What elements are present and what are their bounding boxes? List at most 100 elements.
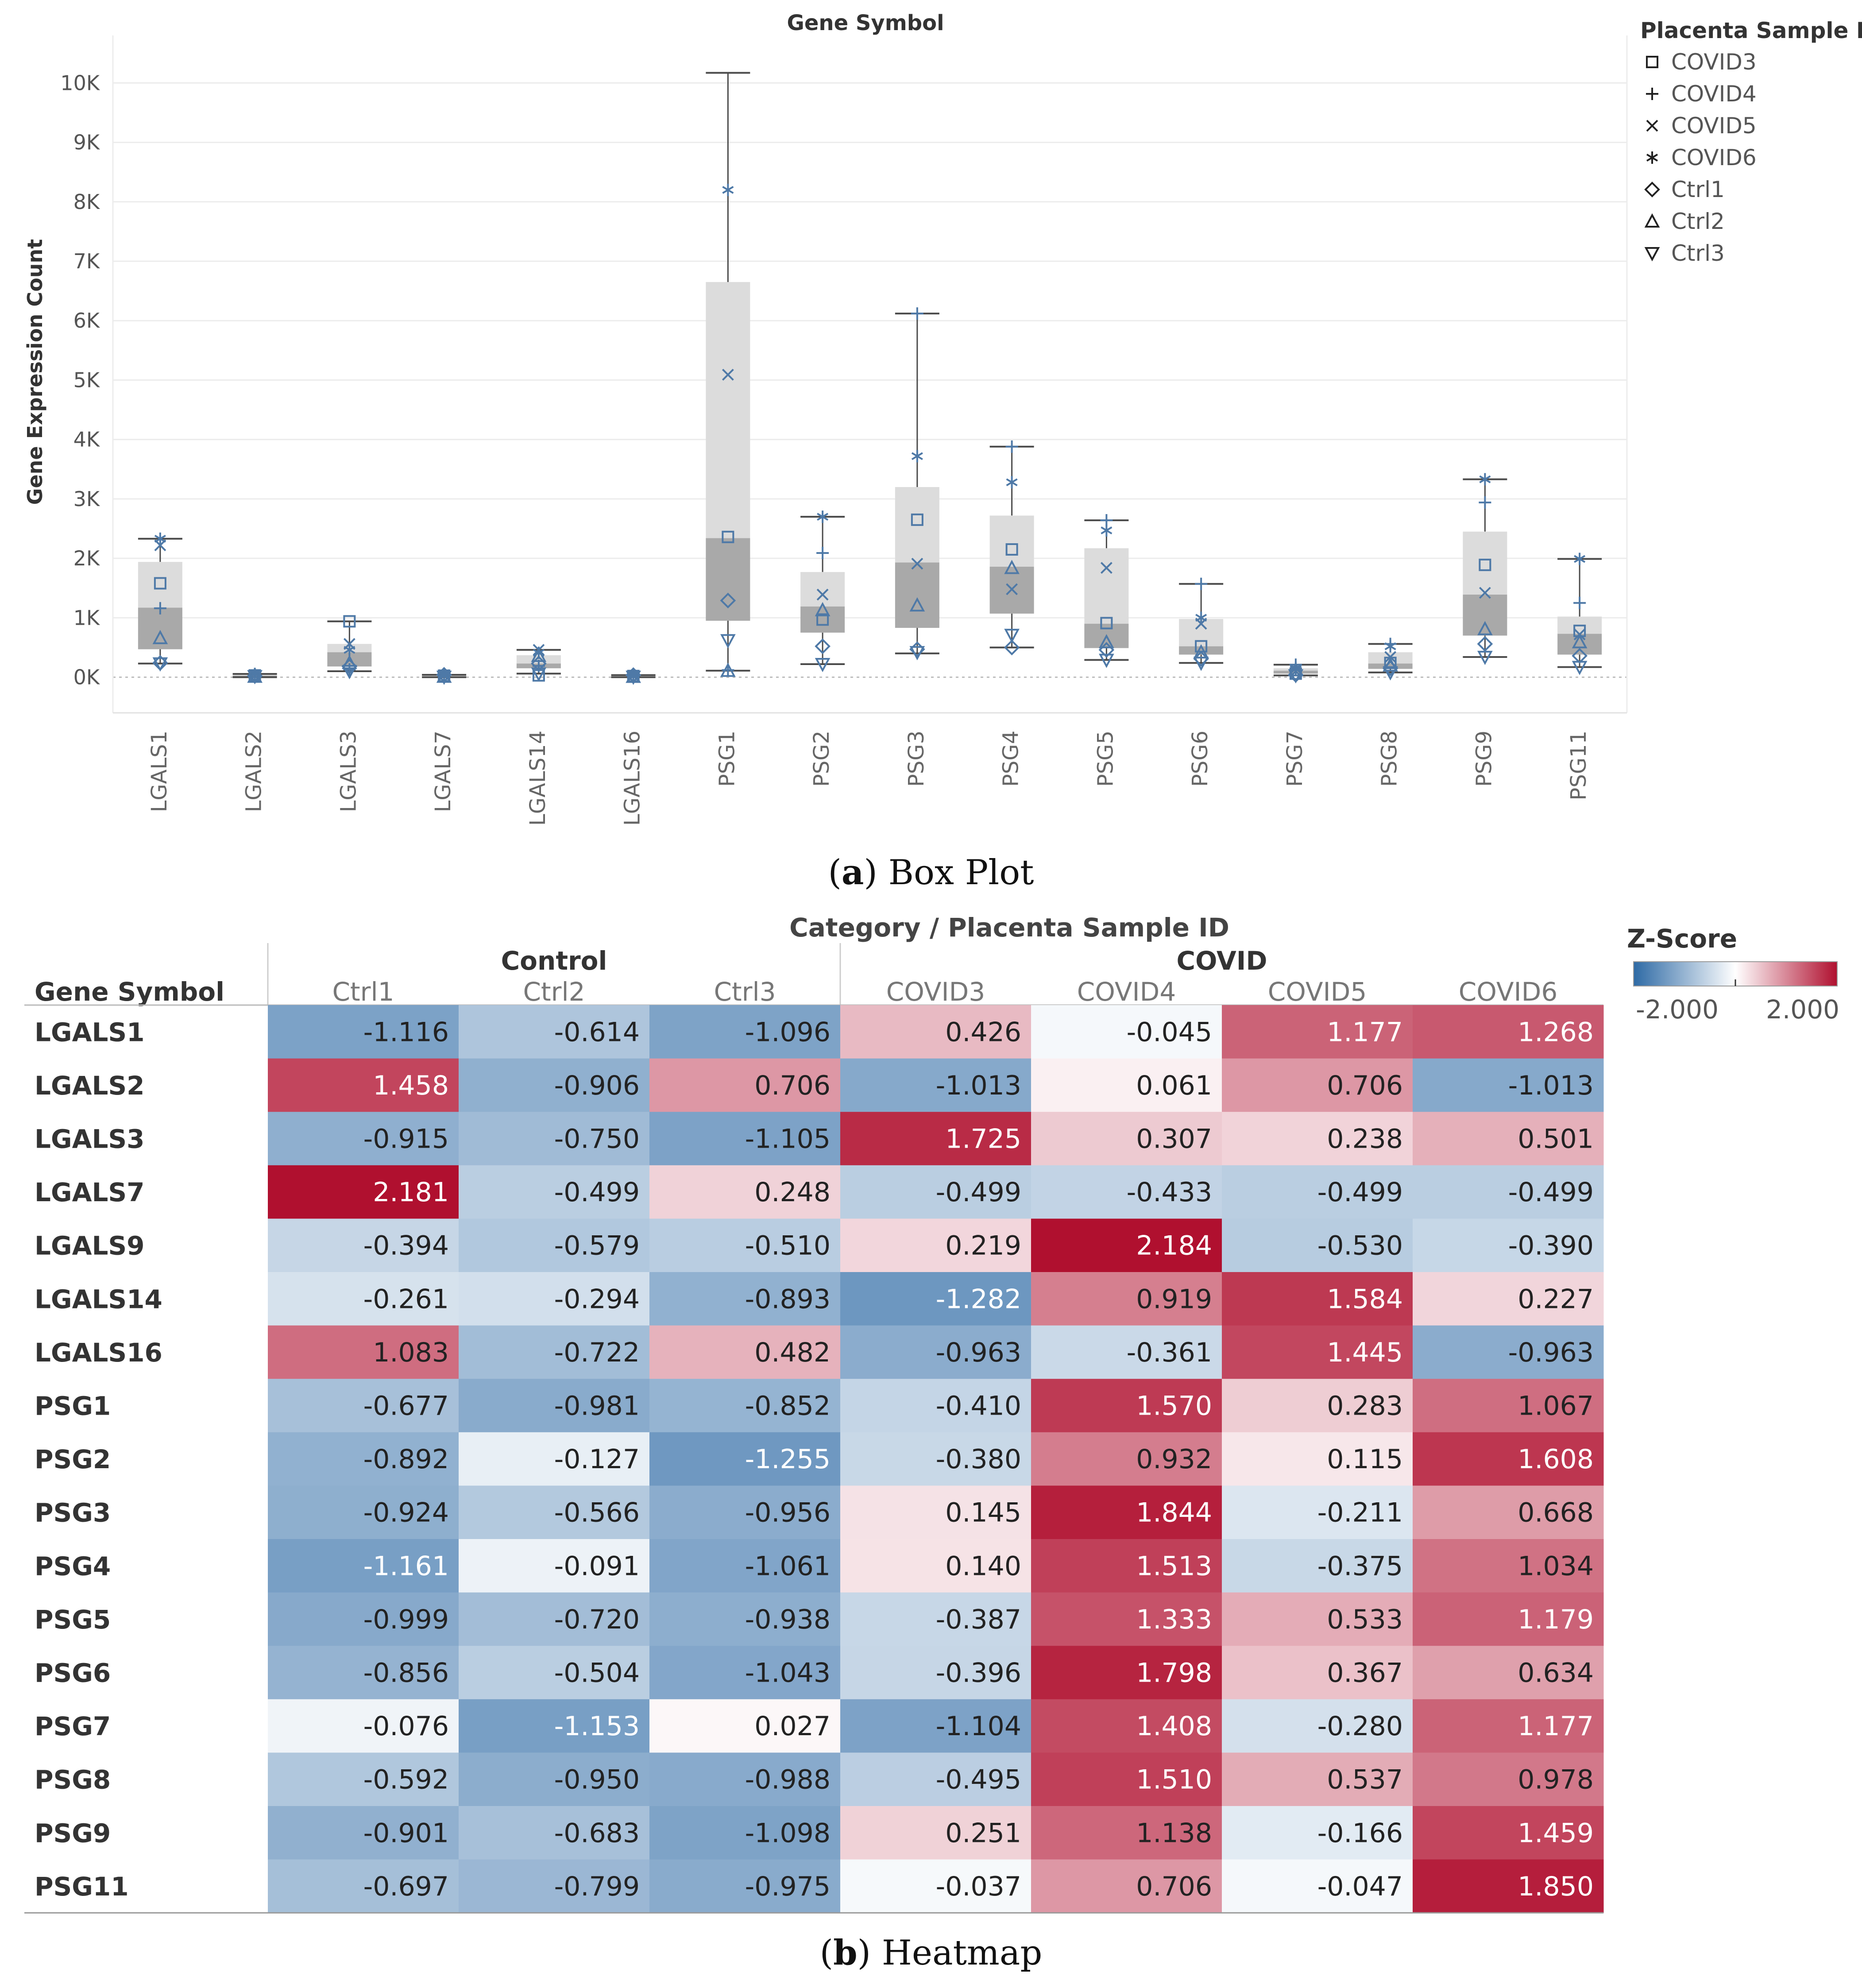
marker-covid6 xyxy=(1384,640,1396,653)
heatmap-cell xyxy=(1222,1218,1413,1272)
cell-value: -0.915 xyxy=(363,1124,449,1155)
box-upper xyxy=(800,572,845,607)
heatmap-cell xyxy=(1222,1325,1413,1379)
row-label: LGALS7 xyxy=(35,1177,145,1207)
y-tick-label: 1K xyxy=(73,606,100,630)
cell-value: 0.115 xyxy=(1327,1444,1403,1475)
cell-value: 0.145 xyxy=(945,1497,1021,1528)
marker-ctrl3 xyxy=(342,665,357,680)
column-header: COVID6 xyxy=(1459,977,1557,1007)
marker-covid6 xyxy=(344,643,355,656)
marker-ctrl3 xyxy=(1288,669,1304,684)
cell-value: -0.893 xyxy=(745,1284,831,1315)
marker-covid5 xyxy=(1100,562,1113,574)
cell-value: 0.426 xyxy=(945,1017,1021,1048)
cell-value: -0.294 xyxy=(554,1284,640,1315)
cell-value: -0.988 xyxy=(745,1764,831,1795)
box-lower xyxy=(800,606,845,633)
heatmap-cell xyxy=(840,1699,1031,1753)
heatmap-cell xyxy=(649,1646,841,1700)
heatmap-cell xyxy=(649,1058,841,1112)
cell-value: -0.683 xyxy=(554,1818,640,1849)
marker-ctrl2 xyxy=(1644,213,1660,228)
heatmap-cell xyxy=(649,1752,841,1806)
column-header: COVID4 xyxy=(1077,977,1176,1007)
cell-value: -0.047 xyxy=(1317,1871,1403,1902)
cell-value: -0.045 xyxy=(1127,1017,1212,1048)
row-label: PSG2 xyxy=(35,1444,111,1474)
legend-label: COVID4 xyxy=(1671,81,1757,107)
heatmap-cell xyxy=(840,1379,1031,1433)
cell-value: -0.750 xyxy=(554,1124,640,1155)
heatmap-cell xyxy=(1031,1646,1222,1700)
cell-value: 2.181 xyxy=(373,1177,449,1208)
cell-value: -1.104 xyxy=(936,1711,1021,1742)
heatmap-cell xyxy=(1031,1592,1222,1646)
marker-covid3 xyxy=(1479,558,1491,571)
marker-ctrl2 xyxy=(342,655,357,669)
box-lgals1 xyxy=(138,538,182,665)
heatmap-cell xyxy=(1222,1379,1413,1433)
cell-value: -0.901 xyxy=(363,1818,449,1849)
group-header: Control xyxy=(501,946,607,976)
heatmap-cell xyxy=(268,1058,459,1112)
row-label: PSG7 xyxy=(35,1711,111,1741)
x-tick-label: LGALS7 xyxy=(431,731,456,812)
heatmap-cell xyxy=(459,1165,650,1219)
marker-ctrl3 xyxy=(1193,657,1209,671)
cell-value: 0.501 xyxy=(1518,1124,1594,1155)
heatmap-cell xyxy=(1413,1005,1604,1059)
marker-ctrl1 xyxy=(1004,639,1020,656)
heatmap-cell xyxy=(649,1325,841,1379)
heatmap-cell xyxy=(840,1165,1031,1219)
heatmap-cell xyxy=(1413,1646,1604,1700)
cell-value: -0.852 xyxy=(745,1391,831,1422)
cell-value: 0.482 xyxy=(754,1337,831,1368)
marker-covid3 xyxy=(816,613,829,626)
marker-covid4 xyxy=(1005,440,1018,453)
cell-value: -0.950 xyxy=(554,1764,640,1795)
cell-value: -0.037 xyxy=(936,1871,1021,1902)
heatmap-cell xyxy=(459,1859,650,1913)
cell-value: 0.668 xyxy=(1518,1497,1594,1528)
marker-ctrl2 xyxy=(1004,560,1020,574)
marker-ctrl2 xyxy=(1477,621,1493,635)
heatmap-cell xyxy=(1031,1165,1222,1219)
legend-title: Placenta Sample ID xyxy=(1640,18,1862,43)
heatmap-cell xyxy=(459,1592,650,1646)
heatmap-cell xyxy=(459,1325,650,1379)
legend-item: Ctrl3 xyxy=(1644,240,1725,266)
heatmap-cell xyxy=(1031,1539,1222,1593)
heatmap-cell xyxy=(840,1432,1031,1486)
heatmap-cell xyxy=(840,1272,1031,1326)
cell-value: -0.380 xyxy=(936,1444,1021,1475)
box-lower xyxy=(895,562,939,628)
legend-item: COVID3 xyxy=(1646,49,1757,75)
cell-value: -0.499 xyxy=(936,1177,1021,1208)
heatmap-title: Category / Placenta Sample ID xyxy=(789,913,1229,943)
cell-value: -1.013 xyxy=(936,1070,1021,1101)
heatmap-cell xyxy=(840,1752,1031,1806)
legend-label: COVID5 xyxy=(1671,113,1757,139)
heatmap-cell xyxy=(459,1058,650,1112)
heatmap-cell xyxy=(1413,1325,1604,1379)
marker-covid6 xyxy=(1101,524,1113,537)
row-label: PSG11 xyxy=(35,1872,129,1902)
marker-ctrl3 xyxy=(1477,650,1493,665)
cell-value: -0.530 xyxy=(1317,1230,1403,1261)
cell-value: -0.396 xyxy=(936,1658,1021,1689)
heatmap-cell xyxy=(1413,1485,1604,1539)
color-scale-title: Z-Score xyxy=(1627,924,1737,954)
x-tick-label: PSG7 xyxy=(1283,731,1307,787)
heatmap-cell xyxy=(268,1592,459,1646)
marker-covid5 xyxy=(1006,583,1018,596)
heatmap-cell xyxy=(268,1539,459,1593)
heatmap-cell xyxy=(1031,1806,1222,1860)
marker-covid6 xyxy=(154,532,166,545)
heatmap-cell xyxy=(1222,1165,1413,1219)
cell-value: -1.161 xyxy=(363,1551,449,1582)
heatmap-cell xyxy=(1413,1592,1604,1646)
heatmap-cell xyxy=(1413,1112,1604,1166)
heatmap-cell xyxy=(649,1485,841,1539)
cell-value: -0.091 xyxy=(554,1551,640,1582)
